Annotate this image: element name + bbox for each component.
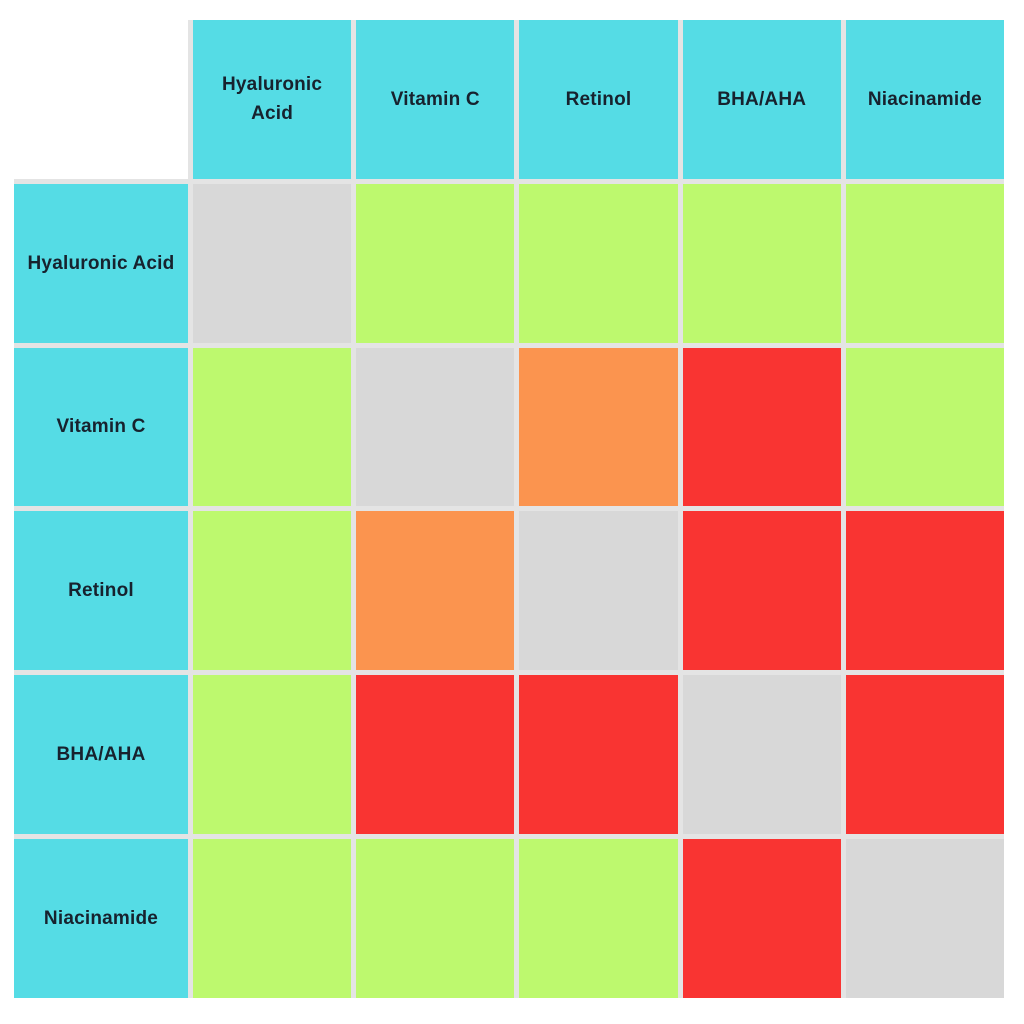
cell-bha-aha-x-vitamin-c-avoid: [356, 675, 515, 835]
cell-vitamin-c-x-hyaluronic-acid-good: [193, 347, 352, 507]
cell-hyaluronic-acid-x-hyaluronic-acid-self: [193, 183, 352, 343]
cell-vitamin-c-x-retinol-caution: [519, 347, 678, 507]
cell-niacinamide-x-hyaluronic-acid-good: [193, 839, 352, 998]
cell-niacinamide-x-niacinamide-self: [845, 839, 1004, 998]
col-header-hyaluronic-acid: Hyaluronic Acid: [193, 20, 352, 179]
cell-hyaluronic-acid-x-bha-aha-good: [682, 183, 841, 343]
col-header-vitamin-c: Vitamin C: [356, 20, 515, 179]
cell-retinol-x-retinol-self: [519, 511, 678, 671]
cell-hyaluronic-acid-x-niacinamide-good: [845, 183, 1004, 343]
cell-vitamin-c-x-bha-aha-avoid: [682, 347, 841, 507]
cell-bha-aha-x-retinol-avoid: [519, 675, 678, 835]
row-header-retinol: Retinol: [14, 511, 188, 671]
corner-spacer: [14, 20, 188, 179]
cell-hyaluronic-acid-x-retinol-good: [519, 183, 678, 343]
cell-vitamin-c-x-niacinamide-good: [845, 347, 1004, 507]
col-header-retinol: Retinol: [519, 20, 678, 179]
cell-niacinamide-x-retinol-good: [519, 839, 678, 998]
row-header-niacinamide: Niacinamide: [14, 839, 188, 998]
matrix-grid: Hyaluronic Acid Vitamin C Retinol BHA/AHA Ni…: [14, 20, 1004, 998]
cell-niacinamide-x-bha-aha-avoid: [682, 839, 841, 998]
col-header-bha-aha: BHA/AHA: [682, 20, 841, 179]
row-header-hyaluronic-acid: Hyaluronic Acid: [14, 183, 188, 343]
row-header-vitamin-c: Vitamin C: [14, 347, 188, 507]
cell-retinol-x-bha-aha-avoid: [682, 511, 841, 671]
cell-niacinamide-x-vitamin-c-good: [356, 839, 515, 998]
cell-retinol-x-hyaluronic-acid-good: [193, 511, 352, 671]
cell-retinol-x-niacinamide-avoid: [845, 511, 1004, 671]
cell-bha-aha-x-hyaluronic-acid-good: [193, 675, 352, 835]
cell-bha-aha-x-bha-aha-self: [682, 675, 841, 835]
cell-vitamin-c-x-vitamin-c-self: [356, 347, 515, 507]
cell-retinol-x-vitamin-c-caution: [356, 511, 515, 671]
col-header-niacinamide: Niacinamide: [845, 20, 1004, 179]
row-header-bha-aha: BHA/AHA: [14, 675, 188, 835]
cell-bha-aha-x-niacinamide-avoid: [845, 675, 1004, 835]
cell-hyaluronic-acid-x-vitamin-c-good: [356, 183, 515, 343]
